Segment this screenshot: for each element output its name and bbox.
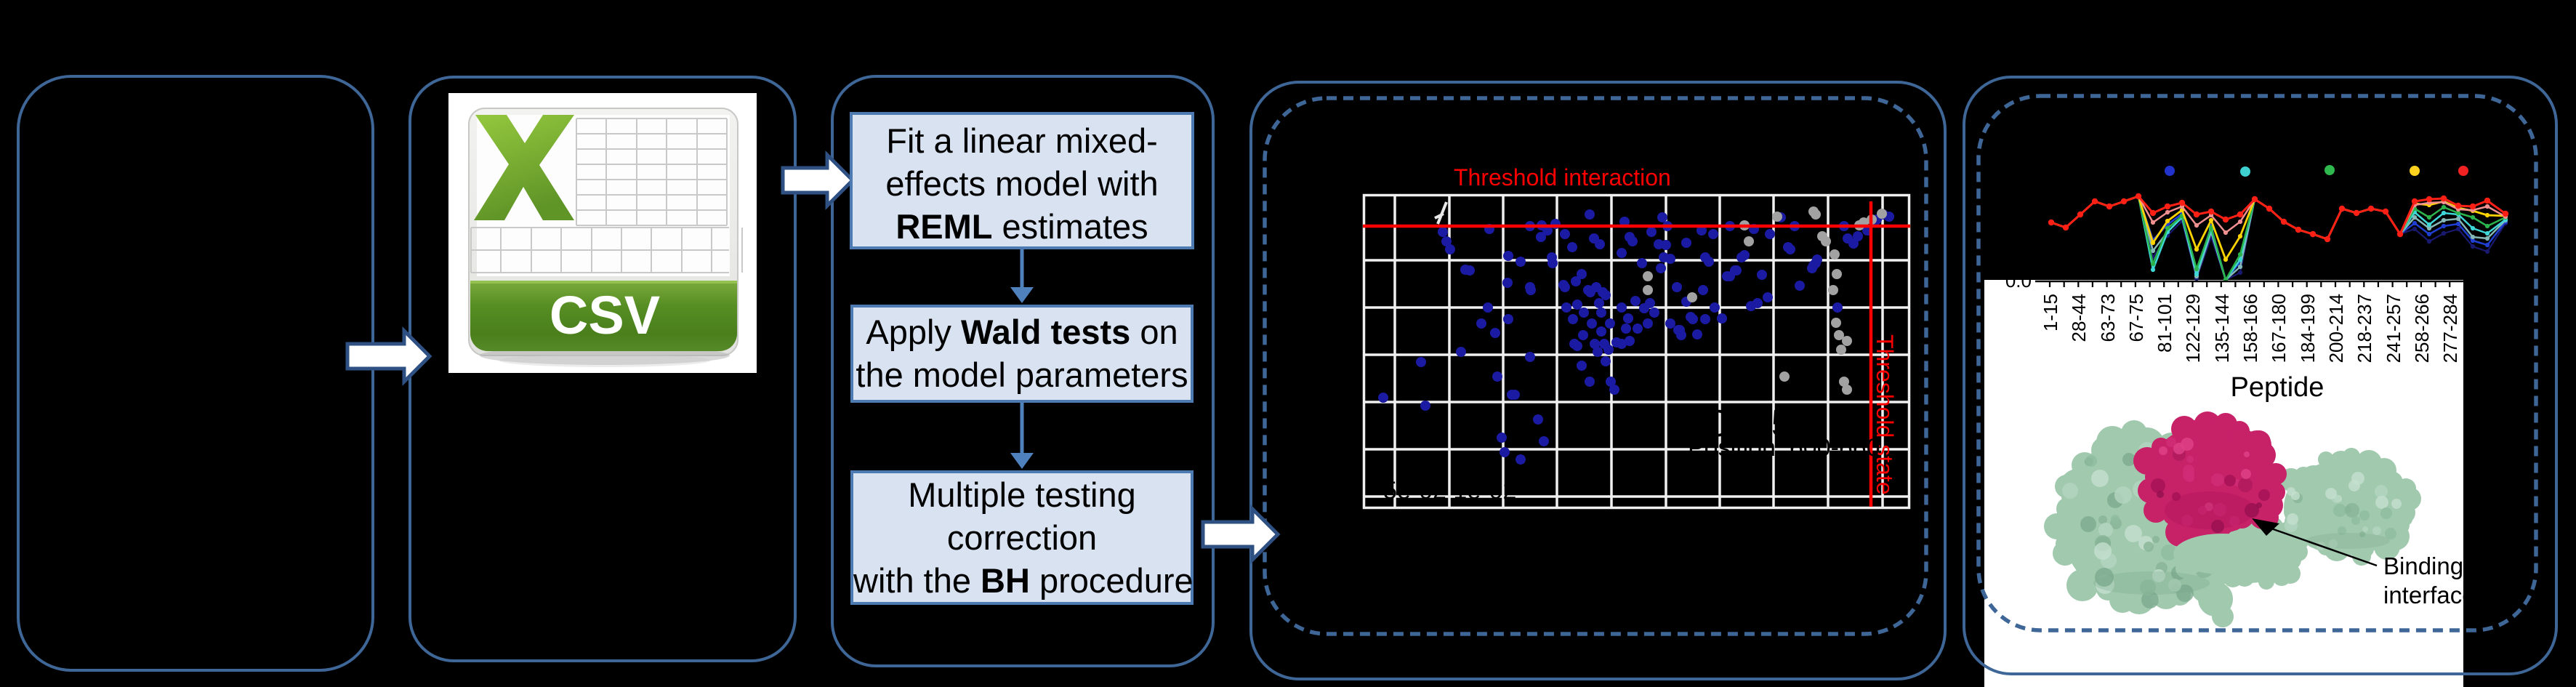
svg-text:258-266: 258-266 [2411,294,2433,363]
svg-text:Position: 600-660: Position: 600-660 [1688,434,1880,462]
svg-text:218-237: 218-237 [2354,294,2375,363]
svg-text:1-15: 1-15 [2040,294,2061,332]
svg-text:63-73: 63-73 [2097,294,2119,342]
svg-text:interface: interface [2383,582,2476,608]
svg-text:135-144: 135-144 [2211,294,2233,363]
svg-text:5e-02 1e-02: 5e-02 1e-02 [1383,477,1516,505]
svg-text:200-214: 200-214 [2325,294,2347,363]
svg-text:Threshold interaction: Threshold interaction [1454,164,1671,190]
svg-text:158-166: 158-166 [2239,294,2261,363]
svg-text:Threshold state: Threshold state [1872,334,1898,495]
svg-text:184-199: 184-199 [2297,294,2319,363]
svg-text:Peptide: Peptide [2231,372,2325,403]
svg-text:28-44: 28-44 [2068,294,2090,342]
svg-text:Binding: Binding [2383,553,2463,579]
svg-text:81-101: 81-101 [2154,294,2175,353]
svg-text:67-75: 67-75 [2125,294,2147,342]
svg-text:277-284: 277-284 [2439,294,2461,363]
svg-text:0 0 5: 0 0 5 [1708,403,1792,445]
svg-text:122-129: 122-129 [2182,294,2204,363]
svg-text:CSV: CSV [550,285,660,345]
svg-text:241-257: 241-257 [2383,294,2404,363]
svg-text:0.0: 0.0 [2005,270,2032,292]
svg-text:167-180: 167-180 [2268,294,2290,363]
